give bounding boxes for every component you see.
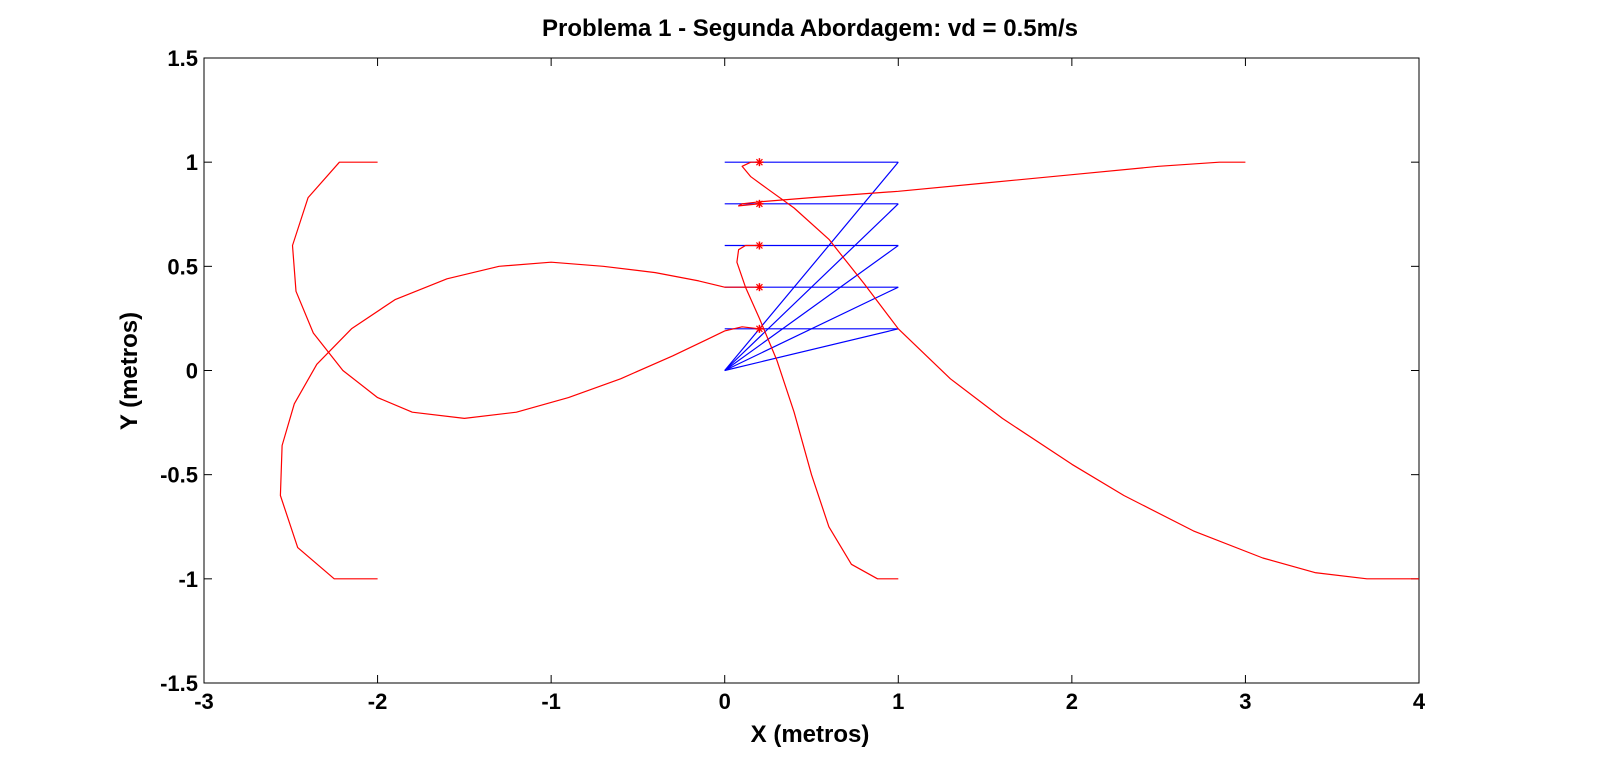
trajectory-line bbox=[741, 161, 1419, 580]
trajectory-line bbox=[291, 161, 760, 419]
trajectory-line bbox=[736, 244, 899, 580]
target-marker bbox=[755, 241, 764, 250]
plot-area bbox=[203, 57, 1420, 684]
x-tick-labels: -3 -2 -1 0 1 2 3 4 bbox=[194, 689, 1426, 714]
formation-lines bbox=[724, 161, 899, 372]
formation-diagonal-line bbox=[724, 161, 899, 371]
y-tick-label: 1 bbox=[186, 150, 198, 175]
marker-stroke bbox=[756, 283, 763, 291]
x-tick-label: 1 bbox=[892, 689, 904, 714]
marker-stroke bbox=[756, 242, 763, 249]
marker-stroke bbox=[756, 325, 763, 333]
marker-stroke bbox=[756, 200, 763, 208]
y-tick-labels: -1.5 -1 -0.5 0 0.5 1 1.5 bbox=[160, 46, 198, 696]
target-marker bbox=[755, 158, 764, 167]
y-tick-label: 1.5 bbox=[167, 46, 198, 71]
formation-diagonal-line bbox=[724, 328, 899, 372]
x-tick-label: 4 bbox=[1413, 689, 1426, 714]
y-tick-label: -1.5 bbox=[160, 671, 198, 696]
axis-ticks bbox=[203, 57, 1420, 684]
x-tick-label: -1 bbox=[541, 689, 561, 714]
marker-stroke bbox=[756, 158, 763, 166]
chart-title: Problema 1 - Segunda Abordagem: vd = 0.5… bbox=[542, 15, 1078, 42]
target-marker bbox=[755, 199, 764, 208]
x-tick-label: -2 bbox=[368, 689, 388, 714]
x-tick-label: -3 bbox=[194, 689, 214, 714]
y-tick-label: 0 bbox=[186, 359, 198, 384]
target-marker bbox=[755, 324, 764, 333]
formation-diagonal-line bbox=[724, 203, 899, 371]
x-tick-label: 3 bbox=[1239, 689, 1251, 714]
trajectory-line bbox=[279, 261, 760, 580]
trajectory-line bbox=[737, 161, 1246, 207]
formation-diagonal-line bbox=[724, 245, 899, 371]
formation-diagonal-line bbox=[724, 286, 899, 372]
x-axis-label: X (metros) bbox=[751, 721, 870, 748]
x-tick-label: 2 bbox=[1066, 689, 1078, 714]
trajectory-lines bbox=[279, 161, 1419, 580]
y-tick-label: -1 bbox=[178, 567, 198, 592]
target-markers bbox=[755, 158, 764, 333]
target-marker bbox=[755, 283, 764, 292]
y-tick-label: -0.5 bbox=[160, 463, 198, 488]
y-tick-label: 0.5 bbox=[167, 254, 198, 279]
x-tick-label: 0 bbox=[719, 689, 731, 714]
y-axis-label: Y (metros) bbox=[116, 312, 143, 430]
